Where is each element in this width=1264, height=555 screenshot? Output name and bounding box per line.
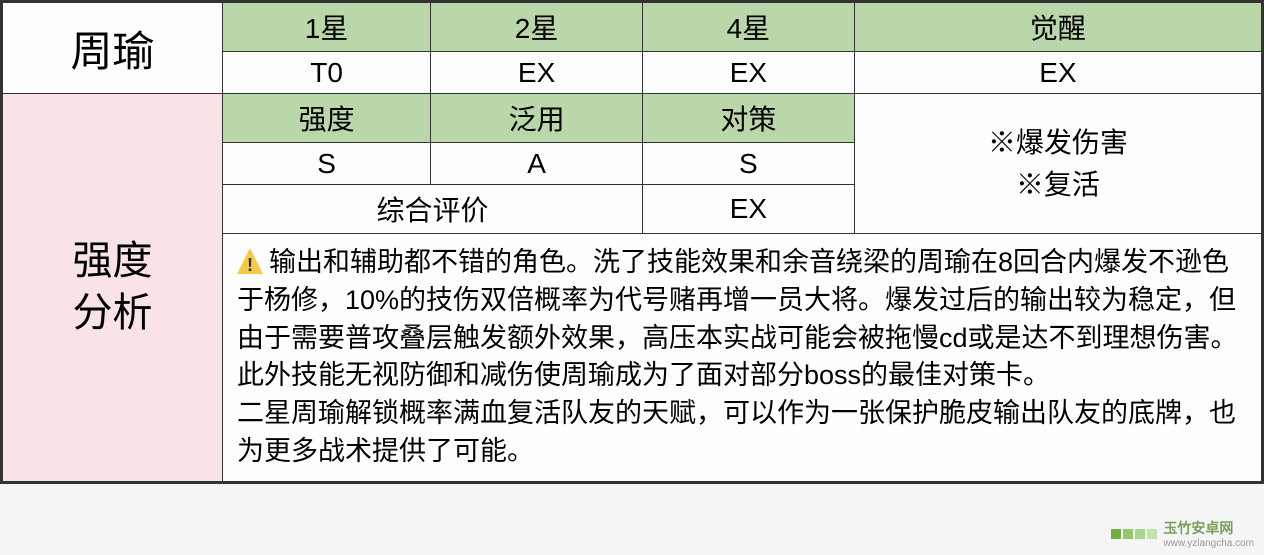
watermark-text: 玉竹安卓网 (1163, 518, 1254, 538)
description-cell: 输出和辅助都不错的角色。洗了技能效果和余音绕梁的周瑜在8回合内爆发不逊色于杨修，… (223, 234, 1262, 482)
overall-label: 综合评价 (223, 185, 643, 234)
watermark-url: www.yzlangcha.com (1163, 538, 1254, 549)
watermark-logo-icon (1111, 529, 1157, 539)
analysis-label-text: 强度 分析 (73, 239, 153, 335)
character-table: 周瑜 1星 2星 4星 觉醒 T0 EX EX EX 强度 分析 强度 泛用 对… (0, 0, 1264, 484)
star-header-awaken: 觉醒 (854, 3, 1261, 52)
star-header-1: 1星 (223, 3, 431, 52)
star-value-1: T0 (223, 52, 431, 94)
star-header-2: 2星 (431, 3, 643, 52)
overall-value: EX (642, 185, 854, 234)
star-value-3: EX (642, 52, 854, 94)
description-p2: 二星周瑜解锁概率满血复活队友的天赋，可以作为一张保护脆皮输出队友的底牌，也为更多… (237, 395, 1247, 471)
warning-icon (237, 248, 263, 274)
star-value-2: EX (431, 52, 643, 94)
watermark: 玉竹安卓网 www.yzlangcha.com (1111, 518, 1254, 549)
metric-header-strength: 强度 (223, 94, 431, 143)
feature-1: ※爆发伤害 (863, 122, 1253, 164)
metric-value-counter: S (642, 143, 854, 185)
star-header-3: 4星 (642, 3, 854, 52)
metric-value-strength: S (223, 143, 431, 185)
character-name-cell: 周瑜 (3, 3, 223, 94)
feature-2: ※复活 (863, 164, 1253, 206)
metric-header-counter: 对策 (642, 94, 854, 143)
features-cell: ※爆发伤害 ※复活 (854, 94, 1261, 234)
metric-value-versatility: A (431, 143, 643, 185)
star-value-awaken: EX (854, 52, 1261, 94)
metric-header-versatility: 泛用 (431, 94, 643, 143)
description-p1: 输出和辅助都不错的角色。洗了技能效果和余音绕梁的周瑜在8回合内爆发不逊色于杨修，… (237, 247, 1238, 390)
analysis-label: 强度 分析 (3, 94, 223, 482)
